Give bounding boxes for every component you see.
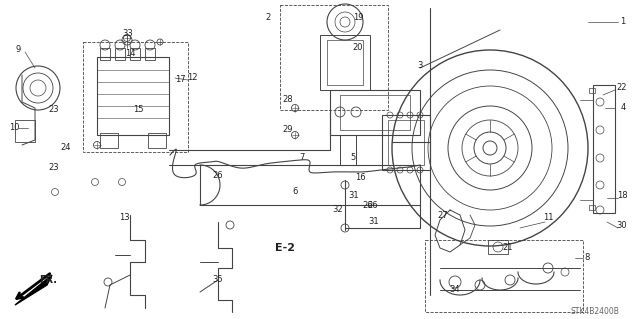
- Text: 21: 21: [503, 243, 513, 253]
- Text: 22: 22: [617, 84, 627, 93]
- Text: 31: 31: [349, 191, 359, 201]
- Text: STK4B2400B: STK4B2400B: [571, 308, 620, 316]
- Text: 26: 26: [368, 201, 378, 210]
- Text: 24: 24: [61, 144, 71, 152]
- Bar: [280, 5, 388, 110]
- Text: 32: 32: [333, 205, 343, 214]
- Text: 23: 23: [49, 164, 60, 173]
- Text: 17: 17: [175, 76, 186, 85]
- Text: 13: 13: [118, 213, 129, 222]
- Text: 12: 12: [187, 73, 197, 83]
- Text: 34: 34: [450, 286, 460, 294]
- Bar: [589, 205, 595, 210]
- Bar: [100, 48, 110, 60]
- Bar: [100, 133, 118, 148]
- Text: 31: 31: [369, 218, 380, 226]
- Text: 11: 11: [543, 213, 553, 222]
- Text: 23: 23: [49, 106, 60, 115]
- Bar: [320, 35, 370, 90]
- Bar: [593, 85, 615, 213]
- Text: 20: 20: [353, 43, 364, 53]
- Text: 26: 26: [363, 201, 373, 210]
- Bar: [15, 120, 35, 142]
- Text: 7: 7: [300, 153, 305, 162]
- Text: 6: 6: [292, 188, 298, 197]
- Bar: [130, 48, 140, 60]
- Bar: [330, 90, 420, 135]
- Text: 26: 26: [212, 172, 223, 181]
- Bar: [425, 240, 583, 312]
- Text: E-2: E-2: [275, 243, 295, 253]
- Text: FR.: FR.: [39, 275, 57, 285]
- Polygon shape: [15, 275, 52, 305]
- Text: 16: 16: [355, 174, 365, 182]
- Text: 4: 4: [620, 103, 626, 113]
- Text: 10: 10: [9, 123, 19, 132]
- Text: 28: 28: [283, 95, 293, 105]
- Text: 8: 8: [584, 254, 589, 263]
- Bar: [145, 48, 155, 60]
- Bar: [382, 115, 430, 170]
- Bar: [148, 133, 166, 148]
- Text: 9: 9: [15, 46, 20, 55]
- Bar: [115, 48, 125, 60]
- Bar: [340, 95, 410, 130]
- Bar: [83, 42, 188, 152]
- Text: 14: 14: [125, 49, 135, 58]
- Text: 27: 27: [438, 211, 448, 220]
- Text: 2: 2: [266, 13, 271, 23]
- Text: 18: 18: [617, 190, 627, 199]
- Text: 35: 35: [212, 276, 223, 285]
- Text: 29: 29: [283, 125, 293, 135]
- Bar: [388, 120, 424, 165]
- Bar: [589, 88, 595, 93]
- Text: 15: 15: [132, 106, 143, 115]
- Text: 5: 5: [350, 153, 356, 162]
- Text: 3: 3: [417, 61, 422, 70]
- Bar: [97, 57, 169, 135]
- Text: 30: 30: [617, 220, 627, 229]
- Bar: [488, 240, 508, 254]
- Text: 19: 19: [353, 12, 364, 21]
- Bar: [327, 40, 363, 85]
- Text: 33: 33: [123, 28, 133, 38]
- Text: 1: 1: [620, 18, 626, 26]
